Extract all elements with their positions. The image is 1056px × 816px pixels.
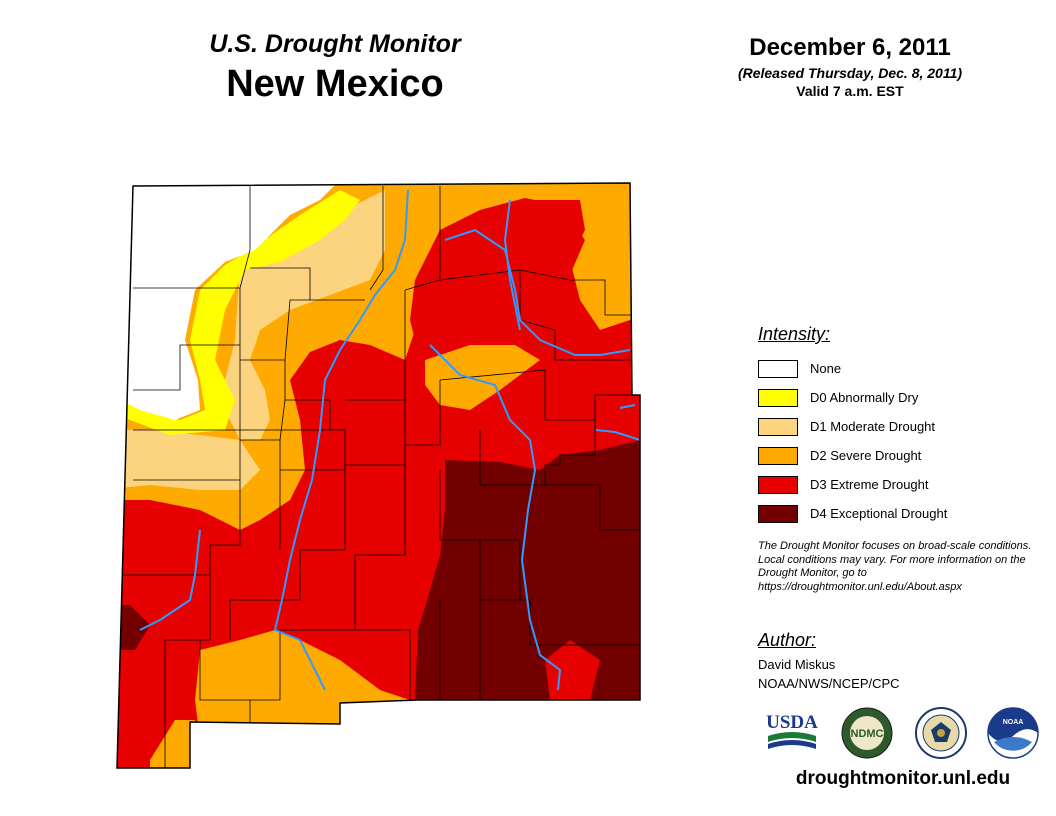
legend-label: None: [810, 361, 842, 376]
legend-items: None D0 Abnormally Dry D1 Moderate Droug…: [758, 354, 1048, 528]
river-ne: [619, 404, 636, 409]
river-pecos: [444, 228, 631, 356]
logos: USDA NDMC NOAA: [764, 706, 1054, 764]
county-borders: [122, 186, 640, 768]
valid-time: Valid 7 a.m. EST: [796, 83, 904, 99]
disclaimer-note: The Drought Monitor focuses on broad-sca…: [758, 540, 1032, 593]
area-d4-east: [410, 410, 640, 768]
area-d3-east: [540, 345, 640, 430]
river-gila: [139, 529, 201, 631]
area-none: [117, 183, 350, 420]
date-block: December 6, 2011 (Released Thursday, Dec…: [700, 34, 1000, 100]
ndmc-logo-text: NDMC: [851, 728, 884, 740]
rivers: [139, 189, 641, 691]
release-date: (Released Thursday, Dec. 8, 2011): [737, 65, 963, 81]
doc-seal-icon: [915, 707, 967, 759]
legend-item-d1: D1 Moderate Drought: [758, 412, 1048, 441]
state-outline: [116, 182, 641, 769]
legend-swatch: [758, 504, 798, 523]
legend-swatch: [758, 417, 798, 436]
legend-label: D1 Moderate Drought: [810, 419, 936, 434]
legend-item-d2: D2 Severe Drought: [758, 441, 1048, 470]
legend-label: D0 Abnormally Dry: [810, 390, 919, 405]
author-name: David Miskus: [758, 657, 836, 672]
author-org: NOAA/NWS/NCEP/CPC: [758, 676, 900, 691]
legend-item-d3: D3 Extreme Drought: [758, 470, 1048, 499]
drought-areas: [117, 183, 640, 768]
author-heading: Author:: [758, 630, 817, 650]
area-d2-central: [425, 345, 540, 410]
area-d1-north: [220, 190, 385, 440]
area-d4-west: [117, 605, 150, 650]
legend-item-d0: D0 Abnormally Dry: [758, 383, 1048, 412]
map-title: New Mexico: [226, 63, 444, 105]
legend-swatch: [758, 475, 798, 494]
site-url[interactable]: droughtmonitor.unl.edu: [795, 768, 1011, 789]
river-pecos-branch: [503, 199, 521, 331]
river-canadian: [429, 344, 562, 691]
ndmc-logo-icon: NDMC: [841, 707, 893, 759]
legend-label: D2 Severe Drought: [810, 448, 922, 463]
area-d0-northwest: [117, 190, 360, 435]
river-rio-grande: [273, 189, 409, 691]
legend-swatch: [758, 446, 798, 465]
noaa-logo-icon: NOAA: [987, 707, 1039, 759]
legend: Intensity: None D0 Abnormally Dry D1 Mod…: [758, 324, 1048, 528]
title-block: U.S. Drought Monitor New Mexico: [130, 30, 540, 106]
legend-swatch: [758, 388, 798, 407]
usda-logo-icon: USDA: [766, 712, 818, 749]
legend-title: Intensity:: [758, 324, 831, 344]
legend-item-none: None: [758, 354, 1048, 383]
legend-item-d4: D4 Exceptional Drought: [758, 499, 1048, 528]
river-east: [595, 429, 641, 441]
legend-label: D4 Exceptional Drought: [810, 506, 948, 521]
map-subtitle: U.S. Drought Monitor: [209, 30, 461, 58]
area-d1-west: [117, 430, 260, 490]
area-d2-southwest: [150, 720, 195, 768]
legend-swatch: [758, 359, 798, 378]
noaa-logo-text: NOAA: [1003, 719, 1024, 726]
area-d3-northeast: [410, 198, 585, 360]
legend-label: D3 Extreme Drought: [810, 477, 929, 492]
usda-logo-text: USDA: [766, 712, 818, 733]
map-date: December 6, 2011: [749, 34, 951, 61]
